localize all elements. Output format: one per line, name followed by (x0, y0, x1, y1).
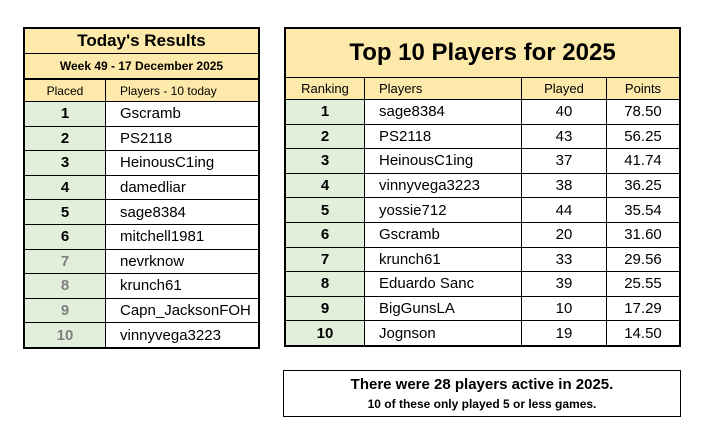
placed-cell: 1 (23, 101, 106, 127)
placed-cell: 4 (23, 174, 106, 201)
player-cell: vinnyvega3223 (105, 322, 260, 349)
points-cell: 36.25 (606, 172, 681, 199)
placed-cell: 10 (23, 322, 106, 349)
col-header-players: Players (364, 77, 522, 100)
placed-cell: 8 (23, 273, 106, 299)
player-cell: BigGunsLA (364, 295, 522, 322)
ranking-cell: 7 (284, 246, 365, 273)
points-cell: 56.25 (606, 123, 681, 150)
player-cell: vinnyvega3223 (364, 172, 522, 199)
player-cell: Gscramb (364, 221, 522, 248)
player-cell: sage8384 (105, 199, 260, 225)
player-cell: Gscramb (105, 101, 260, 127)
points-cell: 14.50 (606, 320, 681, 347)
played-cell: 44 (521, 197, 607, 223)
season-summary-box: There were 28 players active in 2025. 10… (283, 370, 681, 417)
player-cell: Capn_JacksonFOH (105, 297, 260, 324)
played-cell: 20 (521, 221, 607, 248)
ranking-cell: 6 (284, 221, 365, 248)
player-cell: HeinousC1ing (105, 150, 260, 176)
points-cell: 31.60 (606, 221, 681, 248)
player-cell: krunch61 (364, 246, 522, 273)
col-header-ranking: Ranking (284, 77, 365, 100)
col-header-players: Players - 10 today (105, 78, 260, 102)
todays-results-table: Today's Results Week 49 - 17 December 20… (23, 27, 260, 349)
placed-cell: 3 (23, 150, 106, 176)
ranking-cell: 2 (284, 123, 365, 150)
todays-results-title: Today's Results (23, 27, 260, 54)
points-cell: 17.29 (606, 295, 681, 322)
player-cell: Eduardo Sanc (364, 271, 522, 297)
player-cell: nevrknow (105, 248, 260, 275)
ranking-cell: 5 (284, 197, 365, 223)
player-cell: PS2118 (105, 125, 260, 152)
placed-cell: 7 (23, 248, 106, 275)
placed-cell: 9 (23, 297, 106, 324)
played-cell: 33 (521, 246, 607, 273)
top-10-players-table: Top 10 Players for 2025 Ranking Players … (284, 27, 681, 347)
ranking-cell: 8 (284, 271, 365, 297)
points-cell: 78.50 (606, 99, 681, 125)
played-cell: 10 (521, 295, 607, 322)
placed-cell: 2 (23, 125, 106, 152)
player-cell: damedliar (105, 174, 260, 201)
ranking-cell: 10 (284, 320, 365, 347)
player-cell: yossie712 (364, 197, 522, 223)
played-cell: 38 (521, 172, 607, 199)
ranking-cell: 3 (284, 148, 365, 174)
todays-results-subtitle: Week 49 - 17 December 2025 (23, 53, 260, 80)
played-cell: 43 (521, 123, 607, 150)
played-cell: 37 (521, 148, 607, 174)
points-cell: 29.56 (606, 246, 681, 273)
col-header-placed: Placed (23, 78, 106, 102)
points-cell: 35.54 (606, 197, 681, 223)
player-cell: krunch61 (105, 273, 260, 299)
ranking-cell: 9 (284, 295, 365, 322)
ranking-cell: 1 (284, 99, 365, 125)
col-header-played: Played (521, 77, 607, 100)
player-cell: mitchell1981 (105, 223, 260, 250)
points-cell: 41.74 (606, 148, 681, 174)
played-cell: 19 (521, 320, 607, 347)
summary-low-games: 10 of these only played 5 or less games. (367, 397, 597, 411)
ranking-cell: 4 (284, 172, 365, 199)
player-cell: HeinousC1ing (364, 148, 522, 174)
played-cell: 39 (521, 271, 607, 297)
played-cell: 40 (521, 99, 607, 125)
placed-cell: 5 (23, 199, 106, 225)
points-cell: 25.55 (606, 271, 681, 297)
placed-cell: 6 (23, 223, 106, 250)
player-cell: sage8384 (364, 99, 522, 125)
summary-active-players: There were 28 players active in 2025. (350, 376, 614, 393)
col-header-points: Points (606, 77, 681, 100)
top-10-title: Top 10 Players for 2025 (284, 27, 681, 78)
player-cell: Jognson (364, 320, 522, 347)
player-cell: PS2118 (364, 123, 522, 150)
